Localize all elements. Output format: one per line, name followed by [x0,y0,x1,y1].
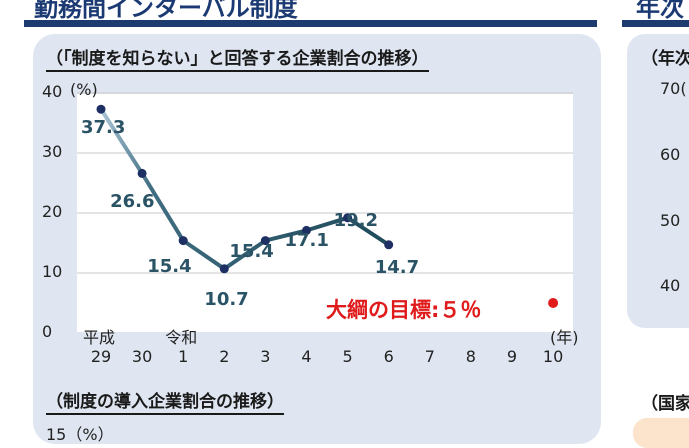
right-tick-40: 40 [660,276,681,295]
right-tick-60: 60 [660,145,681,164]
y-tick-label: 20 [42,202,63,221]
data-label: 26.6 [110,191,155,213]
right-page-title: 年次 [636,0,684,22]
x-tick-label: 6 [383,347,394,366]
x-tick-label: 2 [219,347,230,366]
y-tick-label: 0 [42,322,53,341]
right-bottom-subtitle: （国家 [641,394,689,414]
data-point [96,104,106,114]
data-point [178,236,188,246]
era-label: 令和 [165,328,198,347]
y-tick-label: 10 [42,262,63,281]
x-tick-label: 7 [424,347,435,366]
right-tick-70: 70( [660,79,687,98]
y-axis-unit: (%) [70,80,98,99]
title-underline [24,20,597,27]
data-point [302,225,311,235]
data-label: 14.7 [374,256,420,278]
right-tick-50: 50 [660,211,681,230]
data-label: 15.4 [147,255,192,277]
right-title-underline [622,20,689,27]
x-axis-unit: (年) [550,328,579,347]
y-tick-label: 40 [42,82,63,101]
x-tick-label: 5 [342,347,353,366]
x-tick-label: 3 [260,347,271,366]
data-label: 37.3 [81,117,126,139]
data-point [260,236,270,246]
x-tick-label: 30 [131,347,153,366]
target-point [548,298,559,308]
y-tick-label: 30 [42,142,63,161]
x-tick-label: 10 [542,347,564,366]
era-label: 平成 [83,328,116,347]
target-label: 大綱の目標:５％ [326,298,482,322]
series-line [99,108,390,271]
data-point [343,213,353,223]
x-tick-label: 4 [301,347,312,366]
data-label: 19.2 [333,209,379,231]
page-title: 勤務間インターバル制度 [34,0,298,22]
chart-subtitle: （「制度を知らない」と回答する企業割合の推移） [46,44,429,72]
data-point [384,240,394,250]
data-label: 10.7 [204,288,249,310]
data-label: 17.1 [284,230,329,252]
x-tick-label: 29 [90,347,112,366]
data-label: 15.4 [229,240,274,262]
line-chart [77,92,573,308]
data-point [219,264,229,274]
second-chart-subtitle: （制度の導入企業割合の推移） [46,387,284,415]
x-tick-label: 8 [465,347,476,366]
x-tick-label: 1 [178,347,189,366]
second-chart-unit: 15（%） [46,425,114,444]
x-tick-label: 9 [506,347,518,366]
right-panel [627,34,689,328]
right-panel-subtitle: （年次 [641,49,689,69]
data-point [137,168,147,178]
